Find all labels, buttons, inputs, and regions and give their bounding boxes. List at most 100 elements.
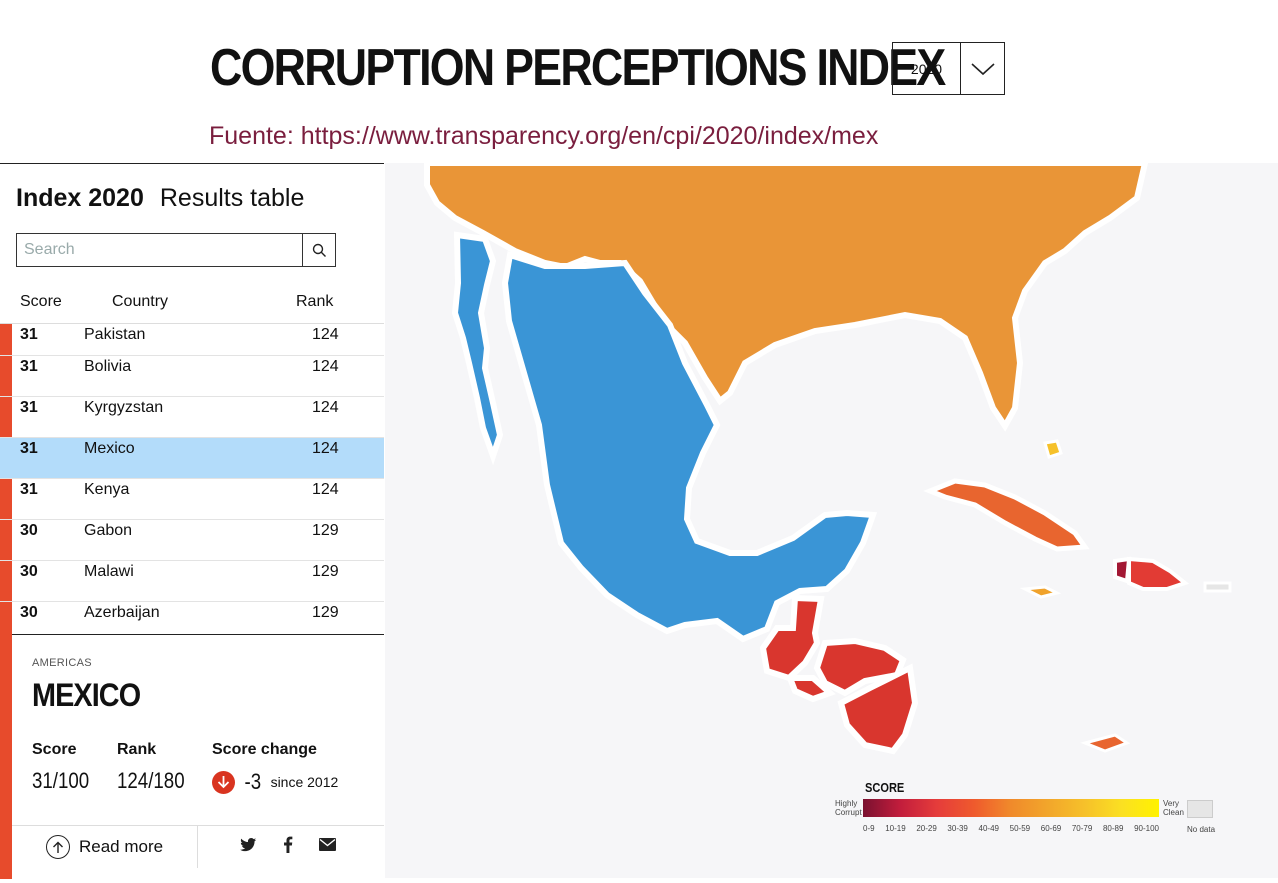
legend-tick: 90-100 <box>1134 824 1159 833</box>
cell-score: 31 <box>20 326 38 343</box>
cell-rank: 124 <box>312 326 339 343</box>
legend-tick: 70-79 <box>1071 824 1093 833</box>
column-score[interactable]: Score <box>20 293 62 310</box>
results-panel: Index 2020 Results table Score Country Ra… <box>0 163 384 879</box>
score-change: -3 since 2012 <box>212 769 338 795</box>
cell-country: Azerbaijan <box>84 604 160 621</box>
country-mexico-baja <box>451 231 504 466</box>
country-nicaragua <box>837 663 919 755</box>
cell-rank: 129 <box>312 604 339 621</box>
region-label: AMERICAS <box>32 657 92 669</box>
search-icon[interactable] <box>302 234 335 266</box>
cell-score: 31 <box>20 399 38 416</box>
table-header: Score Country Rank <box>0 292 384 324</box>
email-icon[interactable] <box>319 838 336 856</box>
cell-score: 30 <box>20 522 38 539</box>
country-el-salvador <box>785 675 836 703</box>
column-rank[interactable]: Rank <box>296 293 334 310</box>
cell-country: Pakistan <box>84 326 146 343</box>
page-title: CORRUPTION PERCEPTIONS INDEX <box>210 39 946 97</box>
share-buttons <box>198 826 336 868</box>
cell-score: 31 <box>20 358 38 375</box>
read-more-button[interactable]: Read more <box>12 826 198 868</box>
country-haiti <box>1113 556 1132 584</box>
year-select[interactable]: 2020 <box>892 42 1005 95</box>
cell-country: Gabon <box>84 522 133 539</box>
cell-rank: 124 <box>312 481 339 498</box>
legend-no-data-swatch <box>1187 800 1213 818</box>
cell-country: Mexico <box>84 440 135 457</box>
twitter-icon[interactable] <box>240 837 257 857</box>
cell-rank: 129 <box>312 522 339 539</box>
cell-country: Bolivia <box>84 358 132 375</box>
cell-country: Malawi <box>84 563 134 580</box>
score-legend: SCORE Highly Corrupt Very Clean 0-9 10-19… <box>835 780 1225 840</box>
results-list[interactable]: 31 Pakistan 124 31 Bolivia 124 31 Kyrgyzstan 124… <box>0 324 384 634</box>
score-change-label: Score change <box>212 741 317 758</box>
search-box <box>16 233 336 267</box>
legend-title: SCORE <box>865 780 905 795</box>
cell-score: 31 <box>20 440 38 457</box>
country-cuba <box>923 478 1090 552</box>
legend-tick: 30-39 <box>947 824 968 833</box>
score-label: Score <box>32 741 77 758</box>
arrow-down-circle-icon <box>212 770 235 794</box>
table-row[interactable]: 31 Bolivia 124 <box>0 356 384 397</box>
detail-footer: Read more <box>12 825 384 868</box>
score-change-value: -3 <box>244 769 262 794</box>
legend-low-label: Highly Corrupt <box>835 799 862 817</box>
country-dominican-republic <box>1127 556 1190 591</box>
cell-score: 31 <box>20 481 38 498</box>
country-panama <box>1080 733 1131 753</box>
legend-tick: 10-19 <box>885 824 906 833</box>
legend-high-label: Very Clean <box>1163 799 1184 817</box>
chevron-down-icon[interactable] <box>961 43 1004 94</box>
source-link[interactable]: Fuente: https://www.transparency.org/en/… <box>209 122 879 150</box>
read-more-label: Read more <box>79 837 164 856</box>
rank-value: 124/180 <box>117 768 185 793</box>
score-change-since: since 2012 <box>270 774 339 790</box>
territory-puerto-rico <box>1203 581 1232 593</box>
score-value: 31/100 <box>32 768 90 793</box>
cell-rank: 129 <box>312 563 339 580</box>
facebook-icon[interactable] <box>283 836 293 858</box>
legend-gradient <box>863 799 1159 817</box>
table-row[interactable]: 30 Azerbaijan 129 <box>0 602 384 634</box>
cell-country: Kenya <box>84 481 130 498</box>
panel-header: Index 2020 Results table <box>16 184 304 213</box>
cell-rank: 124 <box>312 440 339 457</box>
country-honduras <box>813 637 907 697</box>
table-row[interactable]: 31 Kenya 124 <box>0 479 384 520</box>
cell-score: 30 <box>20 604 38 621</box>
table-row[interactable]: 31 Mexico 124 <box>0 438 384 479</box>
tab-results-table[interactable]: Results table <box>159 184 305 212</box>
legend-tick: 60-69 <box>1040 824 1062 833</box>
legend-tick: 0-9 <box>863 824 875 833</box>
table-row[interactable]: 31 Pakistan 124 <box>0 324 384 356</box>
country-detail: AMERICAS MEXICO Score Rank Score change … <box>12 634 384 879</box>
rank-label: Rank <box>117 741 157 758</box>
table-row[interactable]: 31 Kyrgyzstan 124 <box>0 397 384 438</box>
cell-score: 30 <box>20 563 38 580</box>
cell-rank: 124 <box>312 399 339 416</box>
legend-tick: 40-49 <box>978 824 999 833</box>
country-mexico <box>501 251 878 643</box>
legend-tick: 50-59 <box>1009 824 1031 833</box>
column-country[interactable]: Country <box>112 293 169 310</box>
country-name: MEXICO <box>32 677 141 713</box>
country-bahamas <box>1043 439 1063 459</box>
legend-tick: 20-29 <box>916 824 937 833</box>
cell-rank: 124 <box>312 358 339 375</box>
tab-index[interactable]: Index 2020 <box>16 184 144 212</box>
legend-ticks: 0-9 10-19 20-29 30-39 40-49 50-59 60-69 70-79 80… <box>863 824 1159 833</box>
search-input[interactable] <box>17 234 302 266</box>
country-jamaica <box>1019 585 1062 599</box>
arrow-up-circle-icon <box>46 835 70 859</box>
table-row[interactable]: 30 Malawi 129 <box>0 561 384 602</box>
year-value: 2020 <box>893 43 961 94</box>
world-map[interactable] <box>385 160 1278 878</box>
map-svg[interactable] <box>385 160 1278 878</box>
table-row[interactable]: 30 Gabon 129 <box>0 520 384 561</box>
legend-tick: 80-89 <box>1102 824 1124 833</box>
cell-country: Kyrgyzstan <box>84 399 164 416</box>
